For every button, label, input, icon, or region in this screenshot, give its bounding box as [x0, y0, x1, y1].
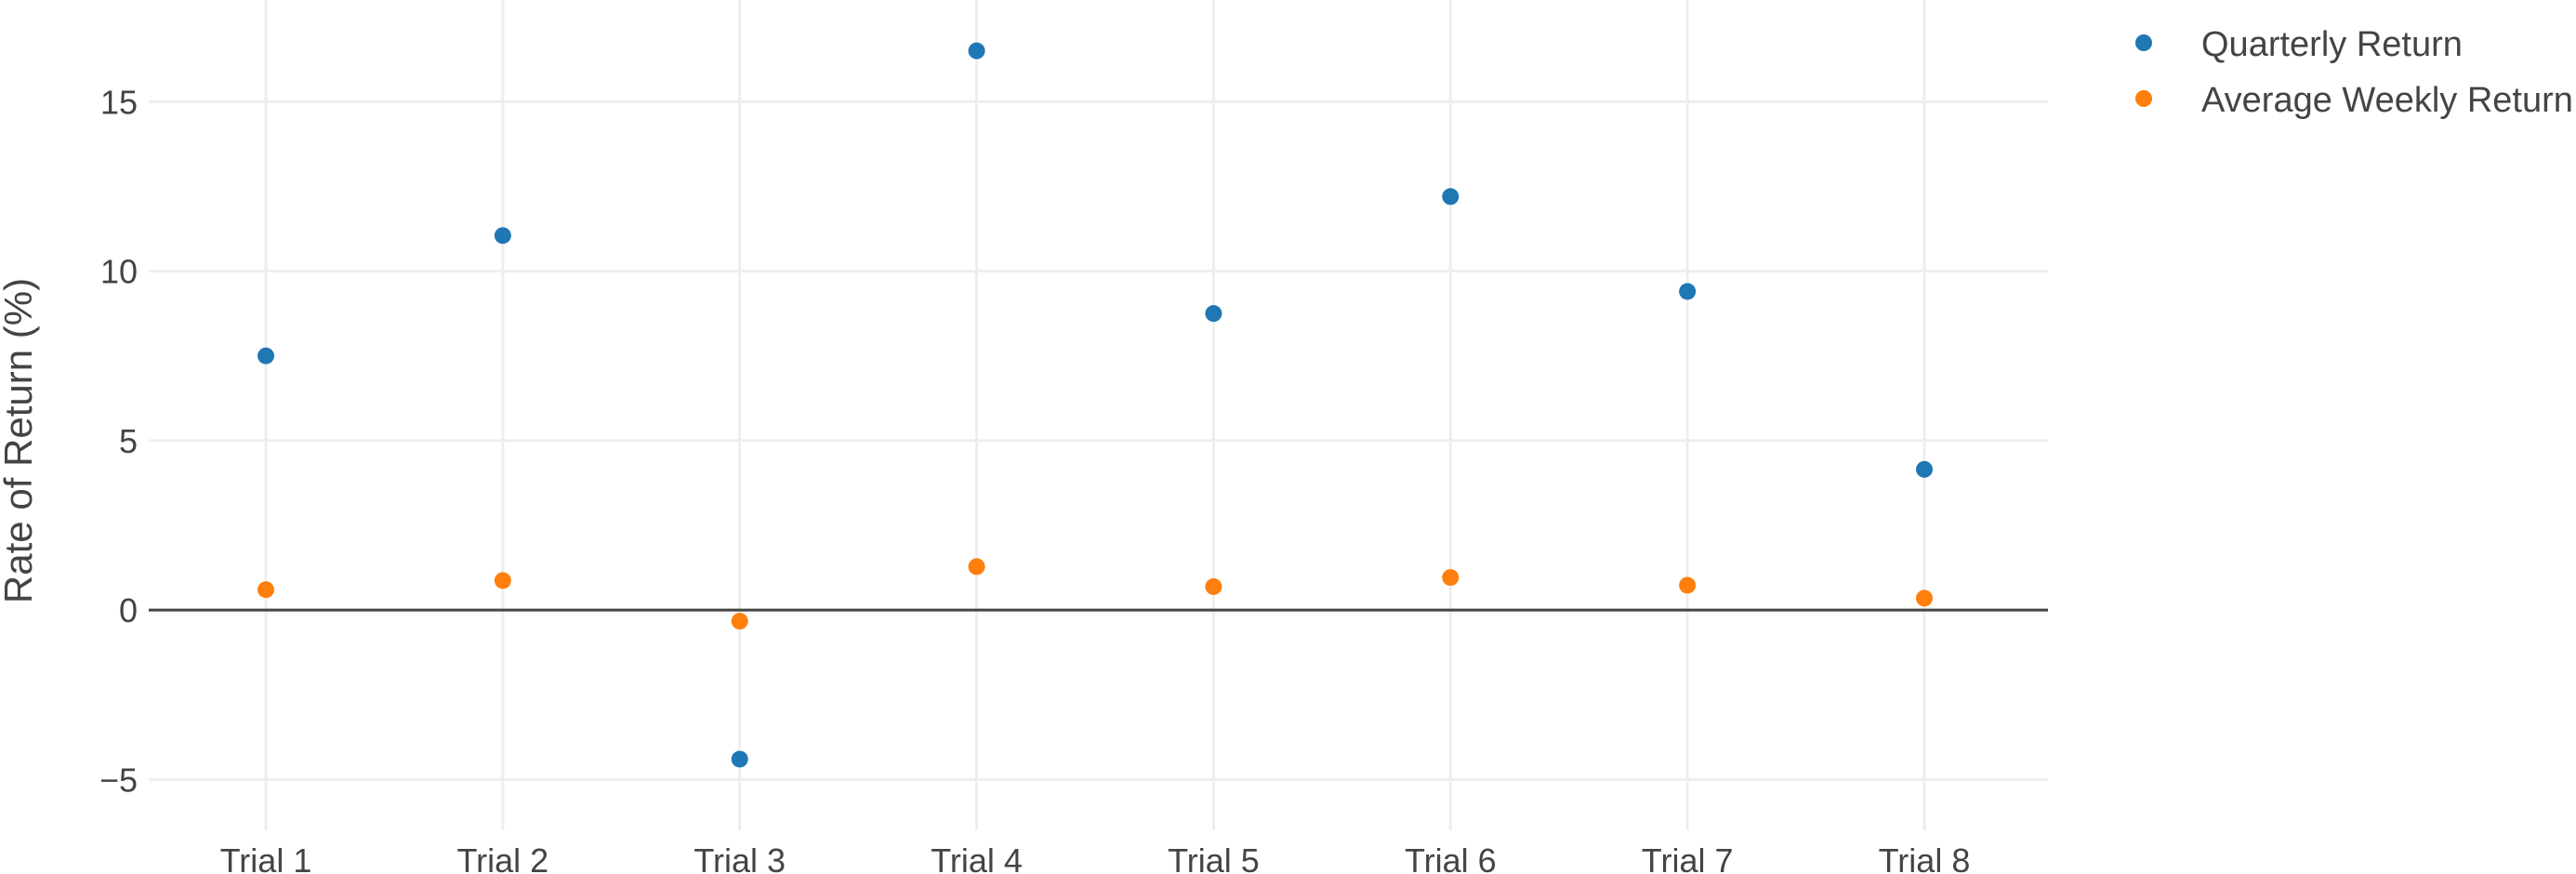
data-point-quarterly — [1442, 188, 1460, 205]
x-tick-label: Trial 5 — [1168, 841, 1260, 874]
x-tick-label: Trial 4 — [931, 841, 1023, 874]
data-point-weekly — [258, 581, 274, 599]
data-point-weekly — [1442, 569, 1460, 587]
data-point-quarterly — [494, 227, 511, 245]
y-tick-label: −5 — [99, 761, 138, 799]
x-tick-label: Trial 6 — [1405, 841, 1497, 874]
legend[interactable]: Quarterly Return Average Weekly Return — [2135, 25, 2573, 120]
legend-marker — [2135, 90, 2152, 107]
data-point-weekly — [494, 572, 511, 589]
legend-marker — [2135, 34, 2152, 51]
data-point-weekly — [1205, 577, 1222, 595]
data-point-quarterly — [731, 750, 748, 768]
data-point-quarterly — [1916, 460, 1933, 478]
data-point-quarterly — [968, 42, 985, 60]
data-point-weekly — [968, 558, 985, 576]
y-tick-label: 0 — [119, 591, 138, 629]
data-point-weekly — [731, 613, 748, 630]
gridlines — [149, 0, 2048, 830]
data-point-quarterly — [258, 347, 274, 364]
x-tick-label: Trial 2 — [457, 841, 549, 874]
y-tick-label: 15 — [100, 83, 138, 121]
data-points — [258, 42, 1933, 768]
x-tick-label: Trial 1 — [220, 841, 312, 874]
legend-item[interactable]: Quarterly Return — [2135, 25, 2463, 64]
data-point-quarterly — [1205, 305, 1222, 323]
x-tick-label: Trial 3 — [694, 841, 786, 874]
legend-label: Average Weekly Return — [2201, 81, 2573, 120]
y-axis-title: Rate of Return (%) — [0, 278, 40, 603]
legend-item[interactable]: Average Weekly Return — [2135, 81, 2573, 120]
y-tick-labels: −5 0 5 10 15 — [99, 83, 138, 799]
y-tick-label: 5 — [119, 422, 138, 460]
x-tick-label: Trial 7 — [1642, 841, 1734, 874]
data-point-quarterly — [1679, 283, 1697, 300]
x-tick-label: Trial 8 — [1879, 841, 1971, 874]
y-tick-label: 10 — [100, 253, 138, 291]
data-point-weekly — [1679, 576, 1697, 594]
x-tick-labels: Trial 1 Trial 2 Trial 3 Trial 4 Trial 5 Trial… — [220, 841, 1971, 874]
legend-label: Quarterly Return — [2201, 25, 2463, 64]
data-point-weekly — [1916, 589, 1933, 607]
